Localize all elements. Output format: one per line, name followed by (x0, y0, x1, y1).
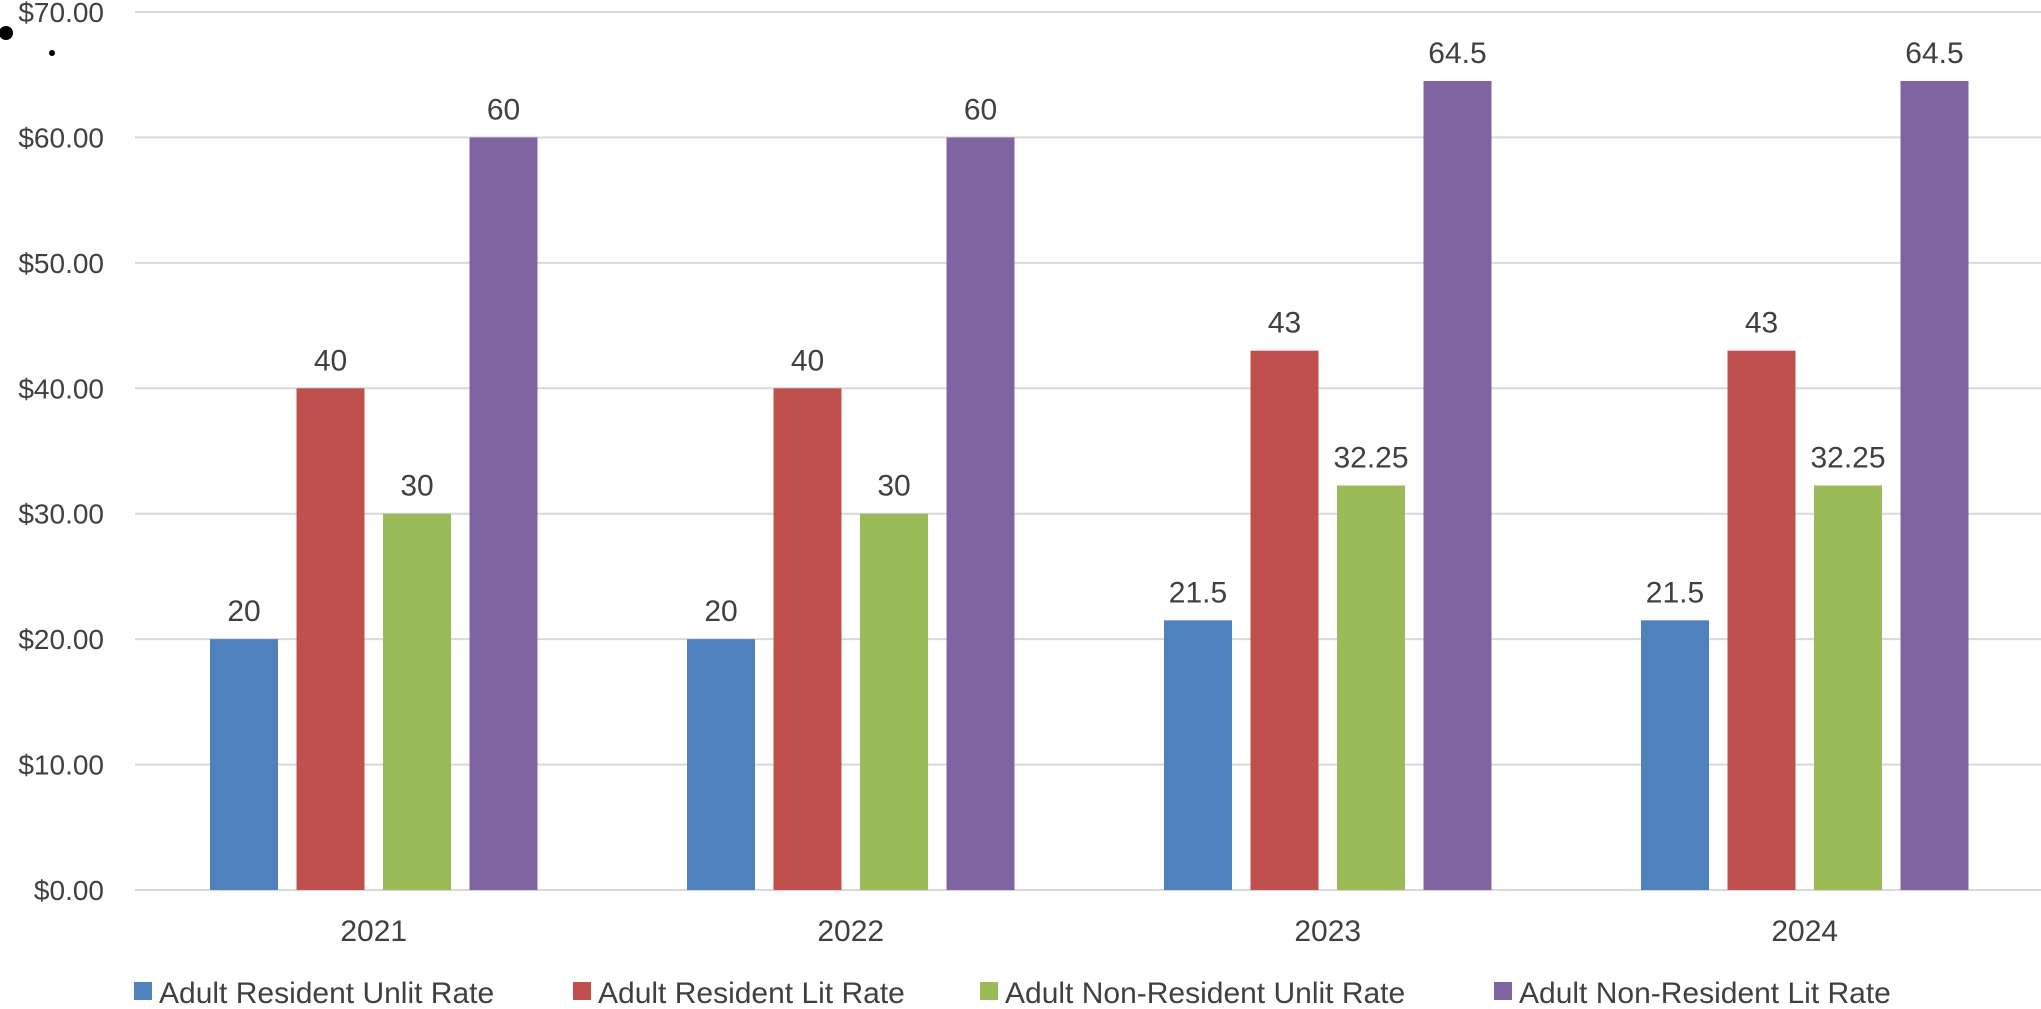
bar-2022-series-0 (687, 639, 755, 890)
x-category-label: 2023 (1294, 915, 1361, 948)
gridlines (135, 11, 2041, 891)
y-tick-label: $20.00 (18, 624, 104, 655)
bullet-dot (0, 26, 13, 40)
data-label: 64.5 (1905, 37, 1963, 70)
data-label: 21.5 (1646, 576, 1704, 609)
bar-2021-series-0 (210, 639, 278, 890)
legend-label: Adult Resident Unlit Rate (159, 977, 494, 1009)
legend-label: Adult Non-Resident Lit Rate (1519, 977, 1891, 1009)
legend-swatch (1494, 982, 1512, 1000)
bars (210, 80, 1969, 891)
data-label: 20 (704, 595, 737, 628)
legend: Adult Resident Unlit Rate Adult Resident … (0, 26, 1891, 1009)
data-label: 32.25 (1333, 441, 1408, 474)
data-labels: 20 40 30 60 20 40 30 60 21.5 43 32.25 64.5 21.5 43 32.… (227, 37, 1963, 628)
legend-swatch (134, 982, 152, 1000)
x-category-label: 2022 (817, 915, 884, 948)
x-axis-category-labels: 2021 2022 2023 2024 (340, 915, 1838, 948)
y-tick-label: $30.00 (18, 499, 104, 530)
bar-2022-series-1 (773, 388, 842, 890)
data-label: 21.5 (1169, 576, 1227, 609)
data-label: 43 (1745, 307, 1778, 340)
bar-2021-series-1 (296, 388, 365, 890)
y-tick-label: $50.00 (18, 248, 104, 279)
x-category-label: 2021 (340, 915, 407, 948)
legend-swatch (573, 982, 591, 1000)
bar-2024-series-1 (1727, 350, 1796, 891)
x-category-label: 2024 (1771, 915, 1838, 948)
bar-2023-series-2 (1337, 485, 1405, 890)
data-label: 60 (964, 93, 997, 126)
data-label: 64.5 (1428, 37, 1486, 70)
y-tick-label: $70.00 (18, 0, 104, 28)
legend-label: Adult Resident Lit Rate (598, 977, 905, 1009)
data-label: 30 (877, 470, 910, 503)
data-label: 60 (487, 93, 520, 126)
y-tick-label: $60.00 (18, 122, 104, 153)
data-label: 40 (791, 344, 824, 377)
data-label: 32.25 (1810, 441, 1885, 474)
bar-2023-series-0 (1164, 620, 1232, 890)
y-axis-tick-labels: $0.00 $10.00 $20.00 $30.00 $40.00 $50.00 $60.0… (18, 0, 104, 906)
bar-2024-series-0 (1641, 620, 1709, 890)
bullet-dot-small (49, 50, 55, 56)
data-label: 20 (227, 595, 260, 628)
bar-2024-series-2 (1814, 485, 1882, 890)
y-tick-label: $40.00 (18, 373, 104, 404)
bar-2022-series-3 (946, 137, 1015, 890)
data-label: 30 (400, 470, 433, 503)
data-label: 40 (314, 344, 347, 377)
data-label: 43 (1268, 307, 1301, 340)
bar-2024-series-3 (1900, 80, 1969, 890)
y-tick-label: $0.00 (34, 875, 104, 906)
legend-label: Adult Non-Resident Unlit Rate (1005, 977, 1405, 1009)
bar-2023-series-1 (1250, 350, 1319, 891)
bar-2021-series-2 (383, 513, 451, 890)
bar-2023-series-3 (1423, 80, 1492, 890)
legend-swatch (980, 982, 998, 1000)
y-tick-label: $10.00 (18, 750, 104, 781)
bar-2021-series-3 (469, 137, 538, 890)
bar-2022-series-2 (860, 513, 928, 890)
